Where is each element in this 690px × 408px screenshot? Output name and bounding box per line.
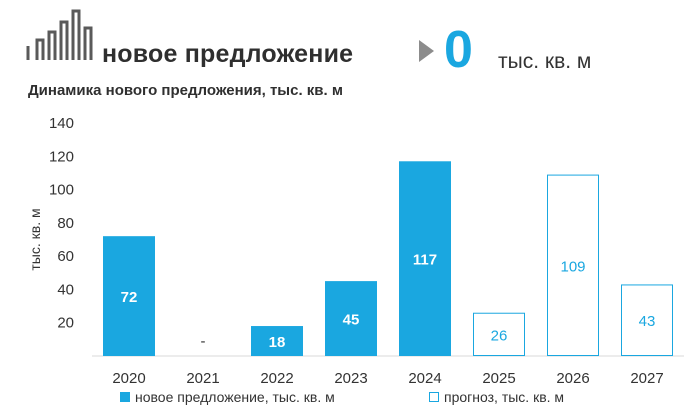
data-label: 117	[413, 252, 437, 269]
headline-unit: тыс. кв. м	[498, 50, 592, 73]
forecast-data-label: 43	[639, 313, 656, 330]
legend-label: новое предложение, тыс. кв. м	[135, 389, 335, 405]
y-tick-label: 60	[57, 248, 74, 265]
bar-chart: тыс. кв. м 20 40 60 80 100 120 140 72 - 18 45 117 26 1…	[27, 115, 684, 387]
x-tick-label: 2023	[334, 370, 367, 387]
header: новое предложение 0 тыс. кв. м Динамика …	[0, 0, 690, 99]
bar-2022	[251, 326, 303, 356]
bar-chart-logo-icon	[26, 9, 93, 60]
x-tick-label: 2027	[630, 370, 663, 387]
chart-title: Динамика нового предложения, тыс. кв. м	[28, 82, 343, 99]
x-tick-label: 2020	[112, 370, 145, 387]
forecast-data-label: 26	[491, 327, 508, 344]
x-tick-label: 2021	[186, 370, 219, 387]
y-tick-label: 80	[57, 215, 74, 232]
x-tick-label: 2022	[260, 370, 293, 387]
y-tick-label: 40	[57, 281, 74, 298]
legend-swatch-filled	[120, 392, 130, 402]
headline-value: 0	[444, 21, 473, 79]
legend-item-new-supply: новое предложение, тыс. кв. м	[120, 389, 335, 405]
y-tick-label: 100	[49, 182, 74, 199]
data-label: 18	[269, 334, 286, 351]
x-tick-label: 2026	[556, 370, 589, 387]
x-tick-label: 2025	[482, 370, 515, 387]
page-title: новое предложение	[102, 40, 354, 68]
chart-legend: новое предложение, тыс. кв. м прогноз, т…	[0, 389, 690, 408]
data-label-empty: -	[201, 333, 206, 350]
forecast-data-label: 109	[560, 258, 585, 275]
legend-swatch-outline	[429, 392, 439, 402]
bar-2024	[399, 161, 451, 356]
y-tick-label: 140	[49, 115, 74, 132]
legend-item-forecast: прогноз, тыс. кв. м	[429, 389, 564, 405]
bar-2023	[325, 281, 377, 356]
forecast-bar-2025	[473, 312, 525, 357]
legend-label: прогноз, тыс. кв. м	[444, 389, 565, 405]
x-tick-label: 2024	[408, 370, 441, 387]
data-label: 45	[343, 312, 360, 329]
y-tick-label: 120	[49, 148, 74, 165]
y-tick-label: 20	[57, 315, 74, 332]
forecast-bar-2027	[621, 284, 673, 356]
bar-2020	[103, 236, 155, 356]
data-label: 72	[121, 289, 138, 306]
triangle-right-icon	[419, 40, 434, 62]
forecast-bar-2026	[547, 174, 599, 357]
y-axis-label: тыс. кв. м	[27, 208, 43, 270]
